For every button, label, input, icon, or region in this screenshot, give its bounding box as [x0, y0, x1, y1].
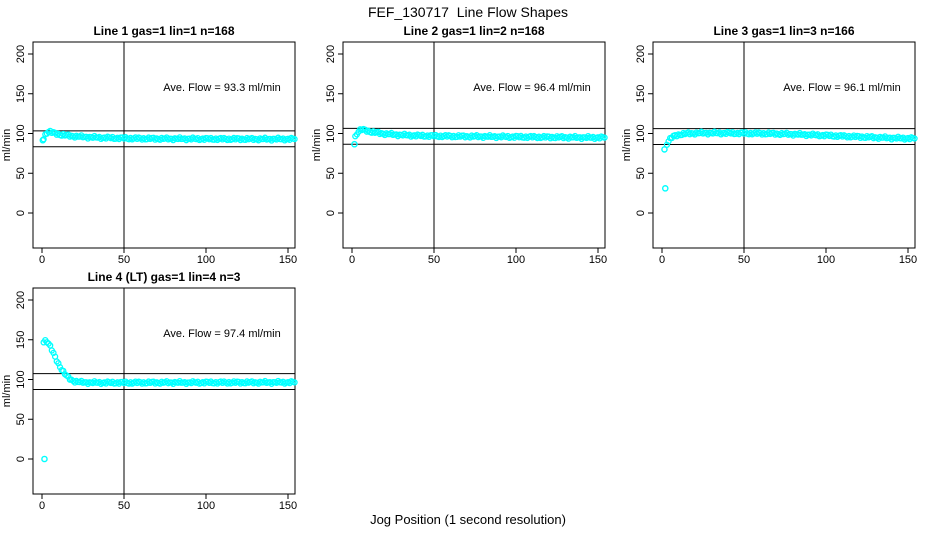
data-points	[351, 125, 608, 148]
y-tick-label: 150	[15, 331, 27, 349]
y-tick-label: 100	[15, 124, 27, 142]
x-tick-label: 50	[118, 254, 130, 266]
x-tick-label: 0	[659, 254, 665, 266]
x-tick-label: 150	[279, 500, 297, 512]
subplot-title: Line 4 (LT) gas=1 lin=4 n=3	[88, 271, 241, 284]
y-tick-label: 100	[15, 370, 27, 388]
x-tick-label: 100	[197, 500, 215, 512]
x-tick-label: 100	[197, 254, 215, 266]
y-tick-label: 100	[325, 124, 337, 142]
y-axis-label: ml/min	[1, 375, 13, 407]
x-tick-label: 150	[279, 254, 297, 266]
subplot-line-3: 0 50 100 150 0 50 100 150 200 ml/min Line 3 gas=1 …	[620, 24, 920, 275]
y-tick-label: 150	[15, 85, 27, 103]
outlier-point	[351, 140, 358, 148]
subplot-title: Line 3 gas=1 lin=3 n=166	[713, 25, 854, 38]
data-points	[40, 336, 298, 463]
y-tick-label: 50	[15, 413, 27, 425]
x-tick-label: 150	[899, 254, 917, 266]
subplot-title: Line 2 gas=1 lin=2 n=168	[403, 25, 544, 38]
ave-flow-annotation: Ave. Flow = 93.3 ml/min	[163, 82, 280, 94]
subplot-line-4: 0 50 100 150 0 50 100 150 200 ml/min Line 4 (LT) g…	[0, 270, 300, 521]
x-tick-label: 50	[428, 254, 440, 266]
x-tick-label: 100	[817, 254, 835, 266]
x-tick-label: 50	[738, 254, 750, 266]
x-tick-label: 0	[39, 500, 45, 512]
outlier-point	[661, 185, 669, 192]
data-points	[661, 128, 918, 192]
data-point	[601, 134, 608, 141]
y-tick-label: 200	[325, 45, 337, 63]
x-tick-label: 150	[589, 254, 607, 266]
data-point	[911, 135, 918, 142]
y-tick-label: 0	[15, 456, 27, 462]
outlier-point	[661, 146, 668, 153]
subplot-title: Line 1 gas=1 lin=1 n=168	[93, 25, 234, 38]
data-point	[291, 379, 298, 386]
y-tick-label: 200	[635, 45, 647, 63]
ave-flow-annotation: Ave. Flow = 96.4 ml/min	[473, 82, 590, 94]
plot-box	[32, 41, 296, 249]
y-axis-label: ml/min	[621, 129, 633, 161]
y-tick-label: 50	[325, 167, 337, 179]
plot-canvas: 0 50 100 150 0 50 100 150 200 ml/min Line 1 gas=1 …	[1, 24, 298, 266]
data-point	[65, 373, 72, 380]
y-tick-label: 0	[325, 210, 337, 216]
x-tick-label: 0	[39, 254, 45, 266]
y-tick-label: 150	[635, 85, 647, 103]
ave-flow-annotation: Ave. Flow = 96.1 ml/min	[783, 82, 900, 94]
x-axis-label: Jog Position (1 second resolution)	[370, 512, 566, 527]
data-point	[665, 138, 672, 145]
ave-flow-annotation: Ave. Flow = 97.4 ml/min	[163, 328, 280, 340]
figure-title: FEF_130717 Line Flow Shapes	[367, 4, 568, 20]
plot-canvas: 0 50 100 150 0 50 100 150 200 ml/min Line 3 gas=1 …	[621, 24, 918, 266]
outlier-point	[41, 455, 48, 463]
y-tick-label: 50	[15, 167, 27, 179]
y-tick-label: 150	[325, 85, 337, 103]
subplot-line-1: 0 50 100 150 0 50 100 150 200 ml/min Line 1 gas=1 …	[0, 24, 300, 275]
y-tick-label: 0	[15, 210, 27, 216]
y-tick-label: 200	[15, 291, 27, 309]
y-axis-label: ml/min	[1, 129, 13, 161]
subplot-line-2: 0 50 100 150 0 50 100 150 200 ml/min Line 2 gas=1 …	[310, 24, 610, 275]
outlier-point	[39, 136, 47, 144]
plot-canvas: 0 50 100 150 0 50 100 150 200 ml/min Line 4 (LT) g…	[1, 270, 298, 512]
y-axis-label: ml/min	[311, 129, 323, 161]
plot-canvas: 0 50 100 150 0 50 100 150 200 ml/min Line 2 gas=1 …	[311, 24, 608, 266]
plot-box	[32, 287, 296, 495]
x-tick-label: 0	[349, 254, 355, 266]
x-tick-label: 50	[118, 500, 130, 512]
data-points	[39, 127, 298, 144]
plot-box	[342, 41, 606, 249]
y-tick-label: 200	[15, 45, 27, 63]
data-point	[60, 367, 67, 375]
y-tick-label: 0	[635, 210, 647, 216]
y-tick-label: 50	[635, 167, 647, 179]
x-tick-label: 100	[507, 254, 525, 266]
data-point	[291, 135, 298, 143]
y-tick-label: 100	[635, 124, 647, 142]
